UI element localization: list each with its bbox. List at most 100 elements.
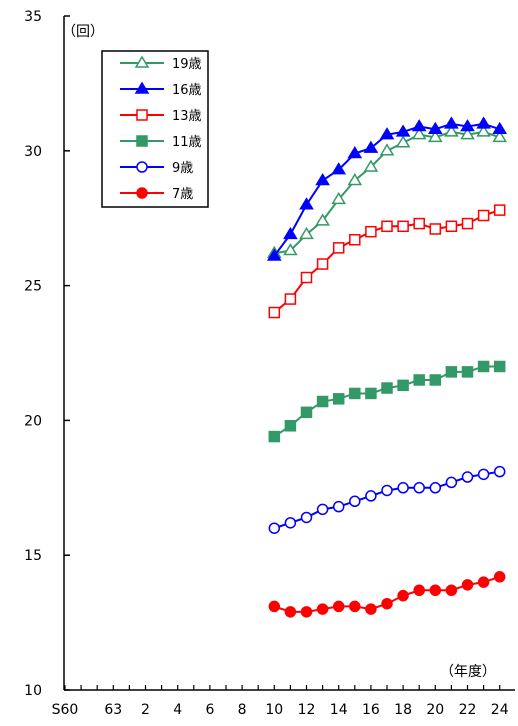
x-tick-label: 4 bbox=[173, 702, 182, 718]
data-point bbox=[493, 360, 506, 373]
legend: 19歳 16歳 13歳 11歳 9歳 7歳 bbox=[101, 50, 209, 208]
legend-marker bbox=[136, 187, 148, 199]
legend-label: 7歳 bbox=[172, 187, 193, 202]
data-point bbox=[268, 306, 281, 319]
legend-label: 19歳 bbox=[172, 57, 202, 72]
data-point bbox=[460, 127, 475, 140]
data-point bbox=[445, 366, 458, 378]
data-point bbox=[493, 571, 506, 583]
data-point bbox=[347, 146, 363, 159]
y-unit-label: （回） bbox=[62, 24, 104, 40]
series-4 bbox=[268, 360, 506, 443]
data-point bbox=[331, 162, 347, 175]
data-point bbox=[363, 140, 379, 153]
data-point bbox=[284, 293, 297, 305]
data-point bbox=[381, 382, 393, 394]
legend-label: 13歳 bbox=[172, 109, 202, 124]
data-point bbox=[268, 522, 281, 534]
data-point bbox=[379, 143, 395, 156]
data-point bbox=[397, 220, 409, 233]
data-point bbox=[429, 584, 442, 596]
legend-label: 16歳 bbox=[172, 83, 202, 98]
x-tick-label: 63 bbox=[104, 702, 122, 718]
data-point bbox=[413, 374, 425, 386]
x-tick-label: 6 bbox=[205, 702, 214, 718]
data-point bbox=[395, 135, 411, 148]
series-3 bbox=[268, 204, 506, 319]
data-point bbox=[331, 191, 347, 205]
data-point bbox=[445, 584, 458, 596]
x-tick-label: S60 bbox=[52, 702, 79, 718]
data-point bbox=[365, 603, 377, 615]
data-point bbox=[300, 606, 313, 618]
data-point bbox=[381, 597, 393, 610]
data-point bbox=[365, 387, 377, 400]
data-point bbox=[427, 121, 443, 134]
x-tick-label: 22 bbox=[459, 702, 477, 718]
data-point bbox=[476, 124, 491, 137]
data-point bbox=[427, 129, 443, 143]
data-point bbox=[365, 225, 377, 238]
data-point bbox=[429, 482, 442, 494]
series-6 bbox=[268, 571, 506, 618]
data-point bbox=[477, 468, 490, 481]
data-point bbox=[315, 213, 330, 226]
data-point bbox=[493, 465, 506, 478]
data-point bbox=[316, 503, 329, 516]
data-point bbox=[299, 197, 314, 210]
data-point bbox=[477, 576, 490, 588]
x-tick-label: 16 bbox=[362, 702, 380, 718]
series-5 bbox=[268, 465, 506, 534]
series-2 bbox=[266, 116, 508, 261]
data-point bbox=[284, 517, 297, 529]
data-point bbox=[266, 248, 282, 261]
data-point bbox=[363, 159, 379, 172]
y-tick-label: 25 bbox=[24, 279, 42, 295]
x-tick-label: 12 bbox=[298, 702, 316, 718]
data-point bbox=[476, 116, 491, 129]
data-point bbox=[477, 360, 490, 373]
data-point bbox=[461, 471, 474, 483]
data-point bbox=[300, 271, 313, 284]
data-point bbox=[397, 482, 409, 494]
data-point bbox=[429, 223, 442, 235]
data-point bbox=[315, 172, 330, 186]
x-tick-label: 2 bbox=[141, 702, 150, 718]
data-point bbox=[445, 476, 458, 489]
data-point bbox=[381, 484, 393, 497]
series-layer bbox=[266, 116, 508, 618]
x-tick-label: 20 bbox=[426, 702, 444, 718]
x-tick-label: 24 bbox=[491, 702, 509, 718]
data-point bbox=[461, 579, 474, 591]
legend-marker bbox=[136, 161, 148, 173]
legend-marker bbox=[136, 135, 148, 147]
y-tick-label: 30 bbox=[24, 144, 42, 160]
data-point bbox=[397, 589, 409, 602]
legend-label: 9歳 bbox=[172, 161, 193, 176]
data-point bbox=[316, 395, 329, 408]
y-tick-label: 20 bbox=[24, 413, 42, 429]
y-tick-label: 15 bbox=[24, 548, 42, 564]
data-point bbox=[492, 121, 508, 134]
data-point bbox=[349, 234, 361, 246]
data-point bbox=[379, 127, 395, 140]
series-1 bbox=[266, 124, 508, 258]
data-point bbox=[411, 127, 427, 140]
x-tick-label: 10 bbox=[265, 702, 283, 718]
data-point bbox=[349, 387, 361, 400]
data-point bbox=[429, 374, 442, 386]
legend-marker bbox=[134, 55, 150, 68]
y-tick-label: 10 bbox=[24, 683, 42, 699]
data-point bbox=[349, 495, 361, 508]
data-point bbox=[283, 226, 298, 240]
data-point bbox=[332, 500, 345, 513]
data-point bbox=[332, 242, 345, 254]
data-point bbox=[444, 124, 459, 137]
data-point bbox=[381, 220, 393, 233]
legend-label: 11歳 bbox=[172, 135, 202, 150]
legend-marker bbox=[134, 81, 150, 94]
data-point bbox=[477, 209, 490, 222]
data-point bbox=[411, 119, 427, 132]
